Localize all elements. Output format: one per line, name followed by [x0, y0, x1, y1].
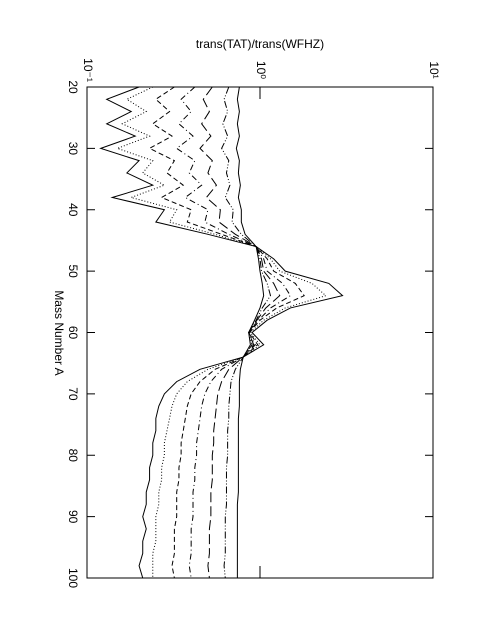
series-line — [116, 86, 327, 578]
x-tick-label: 80 — [66, 449, 80, 463]
x-tick-label: 50 — [66, 264, 80, 278]
x-tick-label: 100 — [66, 568, 80, 588]
x-tick-label: 60 — [66, 326, 80, 340]
y-tick-label: 10⁰ — [254, 61, 268, 79]
series-line — [235, 86, 265, 578]
x-tick-label: 90 — [66, 510, 80, 524]
series-line — [175, 86, 292, 579]
mass-axis-label: Mass Number A — [52, 290, 66, 375]
x-tick-label: 70 — [66, 387, 80, 401]
x-tick-label: 20 — [66, 80, 80, 94]
y-tick-label: 10¹ — [427, 61, 441, 78]
series-line — [148, 86, 305, 579]
y-tick-label: 10⁻¹ — [81, 58, 95, 82]
x-tick-label: 40 — [66, 203, 80, 217]
series-line — [221, 86, 272, 579]
x-tick-label: 30 — [66, 142, 80, 156]
value-axis-label: trans(TAT)/trans(WFHZ) — [196, 37, 324, 51]
series-line — [99, 86, 344, 579]
